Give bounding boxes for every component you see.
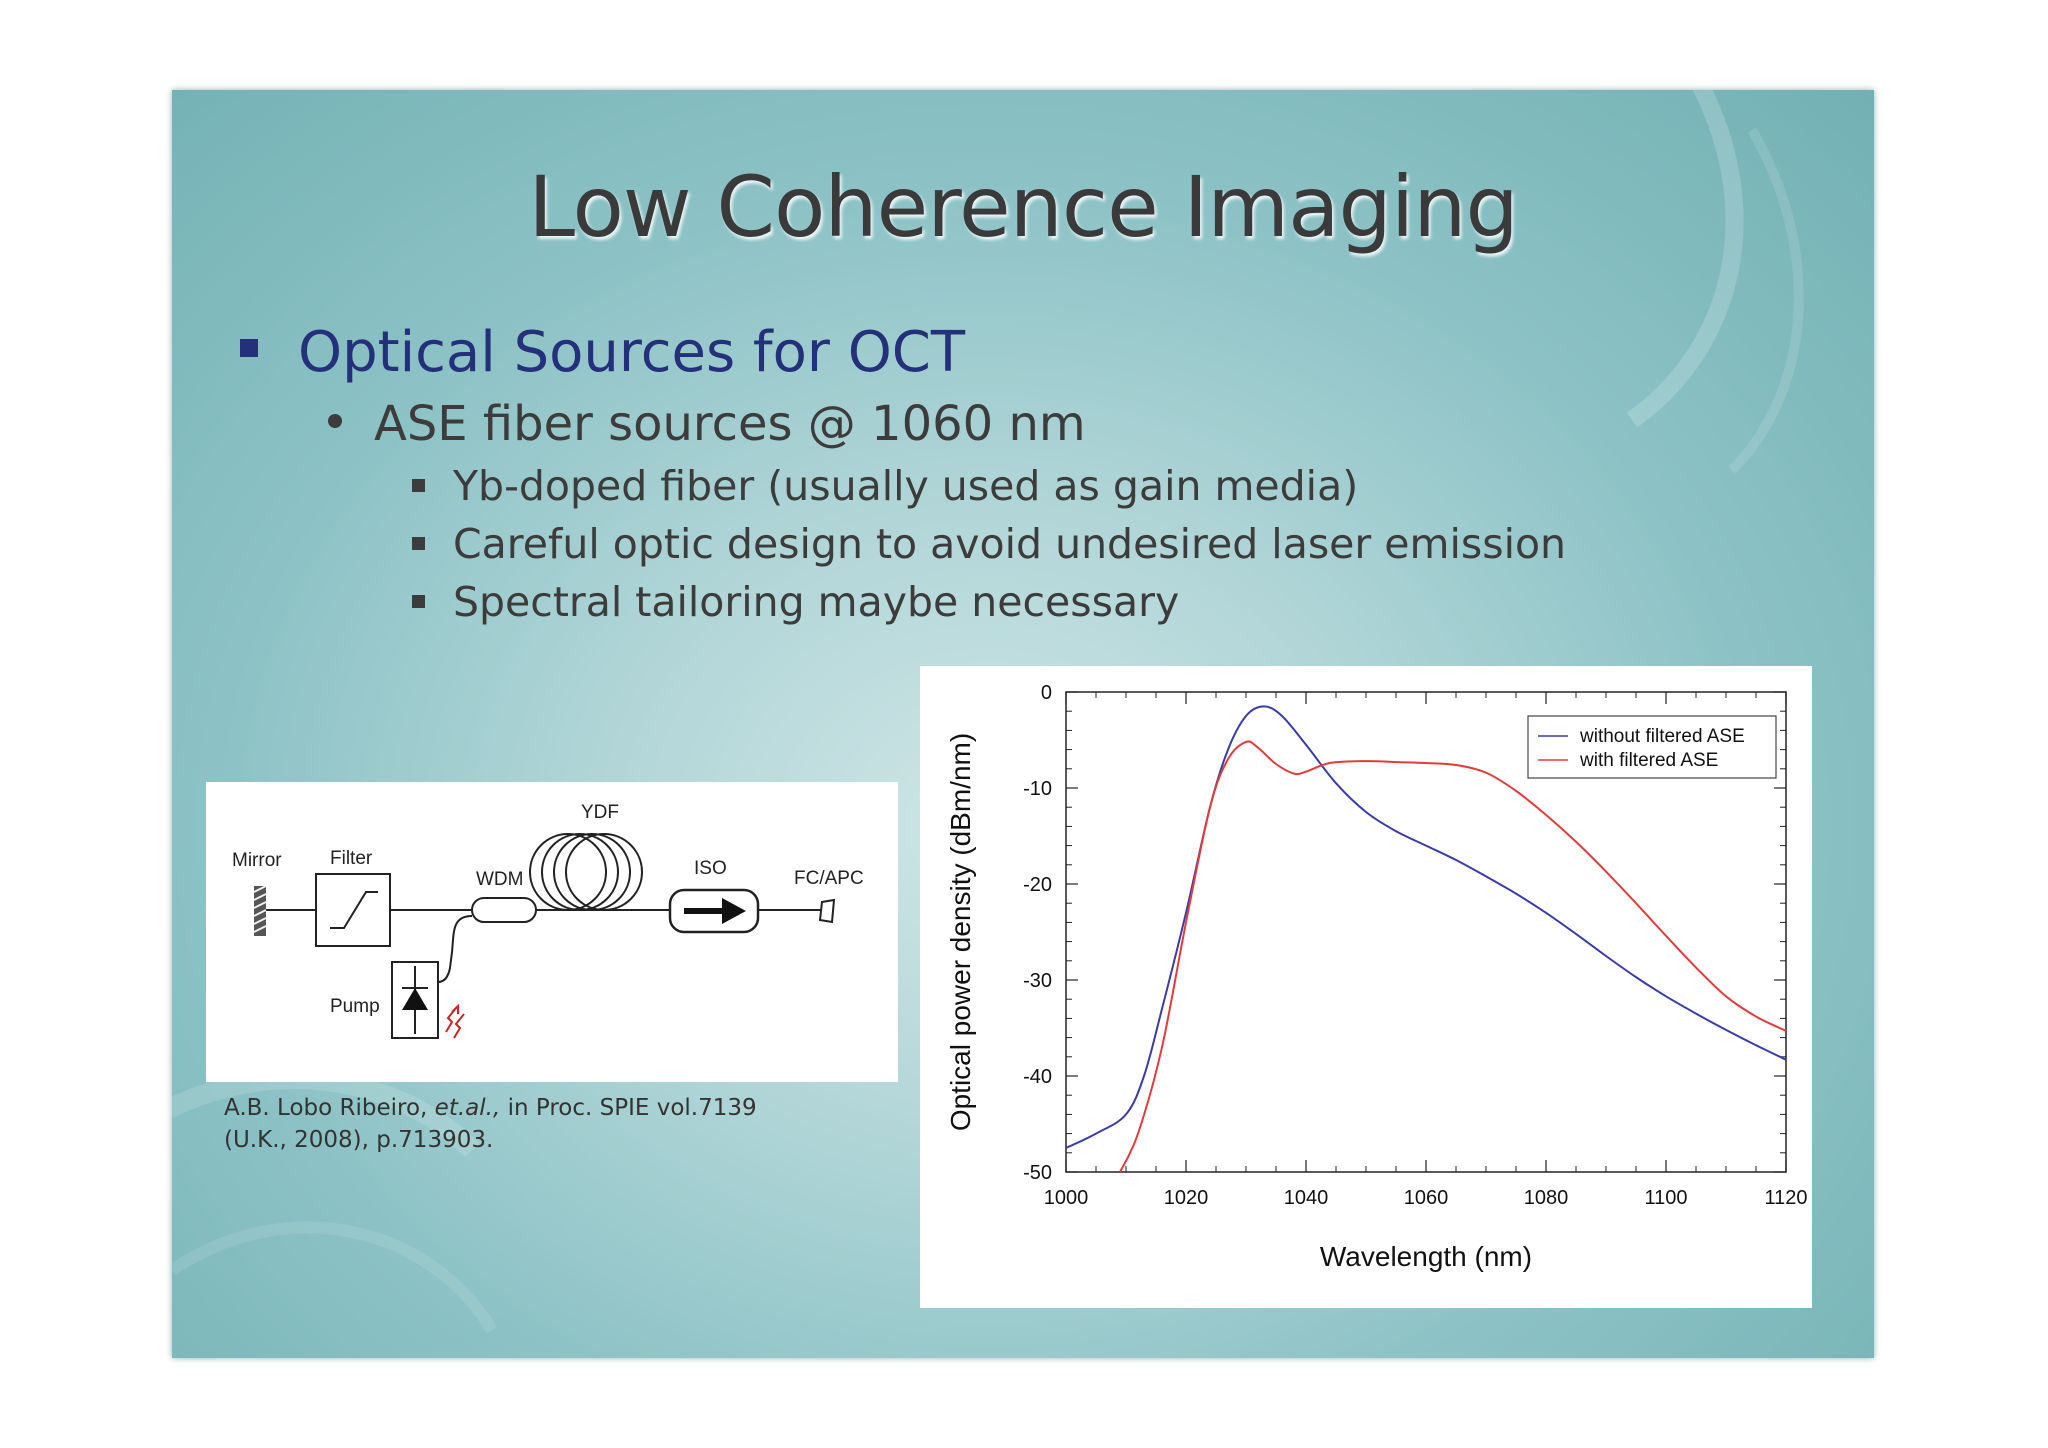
square-bullet-icon <box>412 536 425 550</box>
wdm-coupler-icon <box>471 897 537 923</box>
y-tick-label: 0 <box>1041 682 1052 704</box>
pump-diode-icon <box>391 961 439 1039</box>
square-bullet-icon <box>240 338 258 357</box>
citation-line-1: A.B. Lobo Ribeiro, et.al., in Proc. SPIE… <box>224 1092 757 1124</box>
x-tick-label: 1120 <box>1764 1187 1807 1209</box>
x-tick-label: 1040 <box>1284 1187 1329 1209</box>
citation-line-2: (U.K., 2008), p.713903. <box>224 1127 494 1153</box>
fcapc-label: FC/APC <box>794 868 864 889</box>
bullet-level-3-text: Spectral tailoring maybe necessary <box>453 578 1180 626</box>
isolator-icon <box>668 888 760 934</box>
series-line-without-filtered-ase <box>1065 705 1787 1149</box>
y-tick-label: -20 <box>1023 874 1052 896</box>
x-tick-label: 1020 <box>1164 1187 1209 1209</box>
y-tick-label: -50 <box>1023 1162 1052 1184</box>
square-bullet-icon <box>412 594 425 608</box>
legend-box <box>1527 715 1777 779</box>
filter-icon <box>315 873 391 947</box>
citation-authors: A.B. Lobo Ribeiro, <box>224 1095 435 1121</box>
mirror-label: Mirror <box>232 850 282 871</box>
square-bullet-icon <box>412 478 425 492</box>
slide-background: Low Coherence Imaging Optical Sources fo… <box>172 90 1874 1358</box>
round-bullet-icon <box>328 414 342 428</box>
x-tick-label: 1000 <box>1044 1187 1089 1209</box>
citation-source: in Proc. SPIE vol.7139 <box>500 1095 757 1121</box>
x-tick-label: 1080 <box>1524 1187 1569 1209</box>
pump-fiber <box>437 915 473 983</box>
legend-entry: with filtered ASE <box>1579 750 1718 771</box>
bullet-level-1: Optical Sources for OCT <box>240 320 965 385</box>
iso-label: ISO <box>694 858 727 879</box>
citation-etal: et.al., <box>434 1095 501 1121</box>
plot-frame <box>1065 691 1787 1173</box>
x-tick-label: 1060 <box>1404 1187 1449 1209</box>
spectrum-chart: 1000 1020 1040 1060 1080 1100 1120 0 -10 -20 -30 -4… <box>920 666 1812 1308</box>
y-tick-label: -10 <box>1023 778 1052 800</box>
chart-tick-labels: 1000 1020 1040 1060 1080 1100 1120 0 -10 -20 -30 -4… <box>1023 682 1807 1209</box>
bullet-level-1-text: Optical Sources for OCT <box>298 320 966 385</box>
bullet-level-3-item: Careful optic design to avoid undesired … <box>412 520 1566 568</box>
x-tick-label: 1100 <box>1644 1187 1687 1209</box>
series-line-with-filtered-ase <box>1119 740 1787 1173</box>
y-tick-label: -40 <box>1023 1066 1052 1088</box>
bullet-level-2: ASE fiber sources @ 1060 nm <box>328 396 1086 452</box>
ydf-coil-icon <box>529 833 643 911</box>
bullet-level-3-text: Careful optic design to avoid undesired … <box>453 520 1567 568</box>
legend-entry: without filtered ASE <box>1579 726 1745 747</box>
chart-legend: without filtered ASE with filtered ASE <box>1527 715 1777 779</box>
diagram-svg: Mirror Filter WDM YDF <box>232 802 864 1039</box>
connector-icon <box>818 898 836 924</box>
chart-series <box>1065 705 1787 1173</box>
y-axis-label: Optical power density (dBm/nm) <box>945 733 976 1131</box>
pump-label: Pump <box>330 996 380 1017</box>
bullet-level-3-item: Yb-doped fiber (usually used as gain med… <box>412 462 1358 510</box>
x-axis-label: Wavelength (nm) <box>1320 1241 1532 1272</box>
ydf-label: YDF <box>581 802 619 823</box>
y-tick-label: -30 <box>1023 970 1052 992</box>
filter-label: Filter <box>330 848 373 869</box>
fiber-source-diagram: Mirror Filter WDM YDF <box>206 782 898 1082</box>
chart-svg: 1000 1020 1040 1060 1080 1100 1120 0 -10 -20 -30 -4… <box>945 682 1808 1272</box>
emission-arrows-icon <box>445 1003 465 1039</box>
mirror-icon <box>253 885 267 936</box>
citation: A.B. Lobo Ribeiro, et.al., in Proc. SPIE… <box>224 1092 757 1156</box>
slide-title: Low Coherence Imaging <box>528 158 1519 256</box>
bullet-level-2-text: ASE fiber sources @ 1060 nm <box>374 396 1086 452</box>
wdm-label: WDM <box>476 869 523 890</box>
bullet-level-3-item: Spectral tailoring maybe necessary <box>412 578 1179 626</box>
bullet-level-3-text: Yb-doped fiber (usually used as gain med… <box>453 462 1359 510</box>
